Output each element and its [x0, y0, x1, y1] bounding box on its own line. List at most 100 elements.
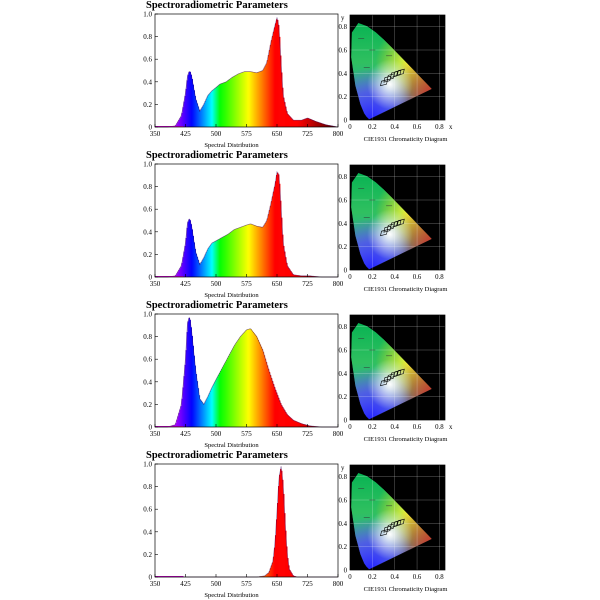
spectrum-bar	[312, 120, 314, 127]
spectrum-bar	[277, 395, 279, 427]
spectrum-bar	[221, 83, 223, 127]
y-tick-label: 0.6	[143, 506, 152, 514]
spectrum-bar	[279, 400, 281, 427]
spectrum-bar	[247, 224, 249, 277]
spectrum-bar	[260, 227, 263, 277]
ansi-bin-quad	[396, 218, 405, 226]
spectrum-bar	[182, 107, 184, 127]
spectrum-bar	[179, 409, 181, 427]
spectrum-bar	[246, 71, 248, 127]
spectrum-bar	[281, 72, 283, 127]
spectrum-bar	[263, 355, 266, 427]
spectrum-bar	[304, 118, 306, 127]
spectrum-bar	[227, 80, 229, 127]
spectrum-bar	[292, 273, 294, 277]
spectrum-bar	[247, 71, 249, 127]
spectrum-bar	[212, 242, 215, 277]
spectrum-bar	[178, 412, 180, 428]
spectrum-bar	[216, 378, 218, 427]
cie-x-tick-label: 0.6	[413, 574, 422, 581]
spectrum-bar	[250, 224, 252, 277]
spectrum-bar	[257, 226, 260, 277]
spectrum-bar	[191, 335, 193, 427]
spectrum-bar	[220, 83, 222, 127]
panel-1: Spectroradiometric Parameters 0 0.2 0.4 0.6 0…	[0, 0, 600, 150]
spectrum-bar	[296, 275, 298, 277]
spectrum-bar	[287, 266, 289, 277]
x-axis-label: Spectral Distribution	[204, 442, 259, 449]
spectrum-bar	[281, 405, 283, 427]
spectrum-bar	[273, 547, 276, 577]
cie-y-tick-label: 0.8	[339, 324, 348, 331]
spectrum-bar	[200, 400, 203, 427]
y-tick-label: 0.8	[143, 33, 152, 41]
spectrum-bar	[326, 125, 329, 127]
spectrum-bar	[308, 425, 310, 427]
spectrum-bar	[217, 239, 219, 277]
ansi-bin-quad	[390, 521, 398, 528]
spectrum-bar	[218, 239, 220, 277]
ansi-bin-quad	[396, 368, 405, 376]
cie-caption: CIE1931 Chromaticity Diagram	[364, 586, 448, 593]
spectrum-bar	[177, 271, 179, 277]
x-tick-label: 500	[211, 430, 222, 438]
spectrum-bar	[300, 120, 302, 127]
spectrum-bar	[199, 110, 202, 127]
spectrum-bar	[312, 276, 314, 277]
spectrum-bar	[325, 124, 328, 127]
cie-x-tick-label: 0.2	[368, 124, 377, 131]
spectrum-bar	[192, 84, 194, 128]
spectrum-bar	[180, 266, 182, 277]
spectrum-bar	[225, 235, 227, 277]
cie-y-axis-letter: y	[341, 15, 345, 22]
spectrum-bar	[259, 344, 262, 427]
y-tick-label: 0	[149, 574, 153, 582]
x-tick-label: 650	[272, 580, 283, 588]
spectrum-bar	[217, 86, 219, 127]
spectrum-bar	[329, 125, 332, 127]
spectrum-bar	[205, 252, 208, 277]
spectrum-bar	[189, 220, 191, 277]
spectrum-bar	[213, 241, 216, 277]
spectrum-bar	[301, 423, 303, 427]
spectrum-bar	[216, 240, 218, 277]
spectrum-bar	[302, 424, 304, 427]
spectrum-bar	[260, 346, 263, 427]
spectrum-bar	[246, 329, 248, 427]
spectrum-bar	[208, 393, 211, 427]
spectrum-bar	[277, 502, 279, 577]
spectrum-bar	[300, 423, 302, 427]
x-axis-label: Spectral Distribution	[204, 592, 259, 599]
spectrum-bar	[243, 71, 245, 127]
spectrum-bar	[311, 426, 313, 427]
spectrum-bar	[245, 71, 247, 127]
spectrum-bar	[310, 276, 312, 277]
spectrum-bar	[303, 424, 305, 427]
spectrum-bar	[269, 44, 272, 127]
cie-y-tick-label: 0.8	[339, 174, 348, 181]
spectrum-bar	[195, 100, 198, 127]
y-tick-label: 0.6	[143, 56, 152, 64]
spectrum-bar	[265, 221, 268, 277]
spectrum-bar	[304, 275, 306, 277]
spectrum-bar	[261, 576, 264, 577]
spectrum-bar	[268, 209, 271, 277]
spectral-locus	[350, 22, 433, 120]
cie-caption: CIE1931 Chromaticity Diagram	[364, 136, 448, 143]
x-tick-label: 800	[333, 580, 344, 588]
cie-y-tick-label: 0.2	[339, 544, 348, 551]
spectrum-bar	[253, 225, 255, 277]
cie-y-tick-label: 0	[344, 418, 348, 425]
spectrum-bar	[287, 415, 289, 427]
x-tick-label: 575	[241, 130, 252, 138]
spectrum-bar	[294, 420, 296, 427]
spectrum-bar	[314, 121, 316, 127]
spectrum-bar	[207, 248, 210, 277]
cie-y-tick-label: 0.8	[339, 24, 348, 31]
spectrum-bar	[267, 368, 270, 427]
spectrum-bar	[245, 225, 247, 277]
spectrum-bar	[206, 249, 209, 277]
spectrum-bar	[179, 268, 181, 277]
spectrum-bar	[238, 338, 240, 427]
y-tick-label: 0.2	[143, 551, 152, 559]
